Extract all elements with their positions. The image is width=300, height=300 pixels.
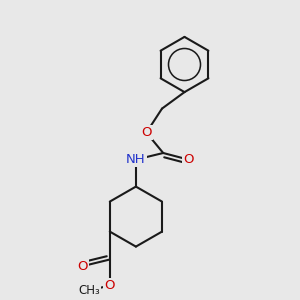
Text: NH: NH (126, 153, 146, 166)
Text: O: O (78, 260, 88, 273)
Text: O: O (105, 279, 115, 292)
Text: O: O (183, 153, 194, 166)
Text: CH₃: CH₃ (78, 284, 100, 297)
Text: O: O (141, 126, 152, 139)
